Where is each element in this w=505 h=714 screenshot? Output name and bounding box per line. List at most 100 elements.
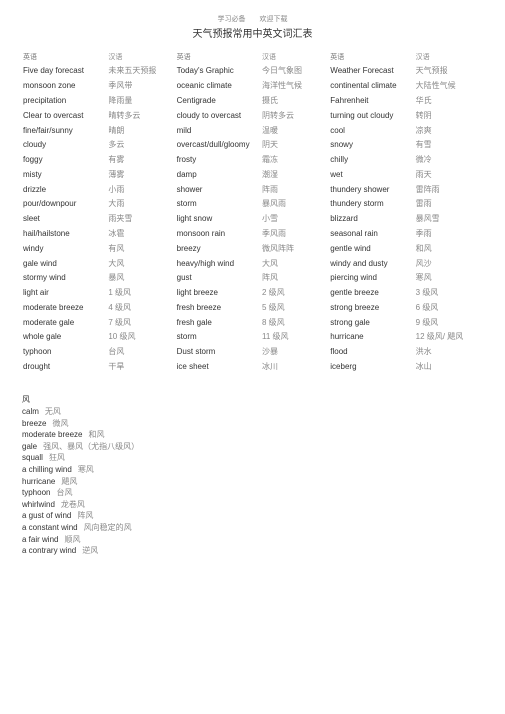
table-cell: light snow [176, 212, 261, 227]
table-cell: damp [176, 167, 261, 182]
table-cell: 干旱 [107, 360, 175, 375]
table-cell: 转阴 [415, 108, 483, 123]
table-cell: 摄氏 [261, 94, 329, 109]
table-row: misty薄雾damp潮湿wet雨天 [22, 167, 483, 182]
wind-item-en: gale [22, 442, 37, 451]
table-cell: strong breeze [329, 301, 414, 316]
table-cell: Five day forecast [22, 64, 107, 79]
table-cell: 季风带 [107, 79, 175, 94]
table-cell: 季雨 [415, 227, 483, 242]
table-cell: overcast/dull/gloomy [176, 138, 261, 153]
table-row: gale wind大风heavy/high wind大风windy and du… [22, 256, 483, 271]
table-cell: 雷雨 [415, 197, 483, 212]
wind-item-cn: 龙卷风 [61, 500, 85, 509]
table-cell: 8 级风 [261, 315, 329, 330]
wind-item-en: breeze [22, 419, 46, 428]
table-cell: shower [176, 182, 261, 197]
table-cell: 薄雾 [107, 167, 175, 182]
table-cell: 雨夹雪 [107, 212, 175, 227]
wind-item: squall 狂风 [22, 452, 483, 464]
wind-item-cn: 强风、暴风（尤指八级风） [43, 442, 139, 451]
wind-item-cn: 顺风 [64, 535, 80, 544]
table-cell: heavy/high wind [176, 256, 261, 271]
table-cell: 暴风雨 [261, 197, 329, 212]
table-cell: 暴风雪 [415, 212, 483, 227]
table-cell: fine/fair/sunny [22, 123, 107, 138]
table-cell: Centigrade [176, 94, 261, 109]
table-row: whole gale10 级风storm11 级风hurricane12 级风/… [22, 330, 483, 345]
wind-item: whirlwind龙卷风 [22, 499, 483, 511]
table-cell: 微风阵阵 [261, 241, 329, 256]
table-cell: turning out cloudy [329, 108, 414, 123]
table-cell: 阴转多云 [261, 108, 329, 123]
table-cell: 大雨 [107, 197, 175, 212]
table-cell: 天气预报 [415, 64, 483, 79]
wind-item-en: a contrary wind [22, 546, 76, 555]
table-cell: 阵雨 [261, 182, 329, 197]
table-cell: precipitation [22, 94, 107, 109]
wind-item-cn: 和风 [88, 430, 104, 439]
table-cell: 华氏 [415, 94, 483, 109]
table-cell: 雨天 [415, 167, 483, 182]
wind-item: gale 强风、暴风（尤指八级风） [22, 441, 483, 453]
table-header-cell: 英语 [176, 50, 261, 64]
table-row: hail/hailstone冰雹monsoon rain季风雨seasonal … [22, 227, 483, 242]
table-cell: 1 级风 [107, 286, 175, 301]
table-cell: 4 级风 [107, 301, 175, 316]
table-cell: 10 级风 [107, 330, 175, 345]
table-cell: 霜冻 [261, 153, 329, 168]
table-cell: 小雨 [107, 182, 175, 197]
table-row: precipitation降雨量Centigrade摄氏Fahrenheit华氏 [22, 94, 483, 109]
table-header-cell: 汉语 [107, 50, 175, 64]
table-cell: chilly [329, 153, 414, 168]
wind-section-title: 风 [22, 394, 483, 406]
table-cell: windy [22, 241, 107, 256]
table-cell: iceberg [329, 360, 414, 375]
table-cell: whole gale [22, 330, 107, 345]
vocab-table: 英语汉语英语汉语英语汉语 Five day forecast未来五天预报Toda… [22, 50, 483, 374]
wind-item: hurricane飓风 [22, 476, 483, 488]
table-cell: 冰雹 [107, 227, 175, 242]
wind-item-en: moderate breeze [22, 430, 82, 439]
table-cell: windy and dusty [329, 256, 414, 271]
table-cell: 多云 [107, 138, 175, 153]
wind-item: a fair wind顺风 [22, 534, 483, 546]
table-row: fine/fair/sunny晴朗mild温暖cool凉爽 [22, 123, 483, 138]
table-cell: gust [176, 271, 261, 286]
wind-item-cn: 逆风 [82, 546, 98, 555]
table-cell: piercing wind [329, 271, 414, 286]
table-cell: 7 级风 [107, 315, 175, 330]
table-cell: stormy wind [22, 271, 107, 286]
wind-list: calm无风breeze微风moderate breeze和风gale强风、暴风… [22, 406, 483, 557]
table-row: moderate gale7 级风fresh gale8 级风strong ga… [22, 315, 483, 330]
table-cell: 11 级风 [261, 330, 329, 345]
table-cell: cloudy [22, 138, 107, 153]
wind-item-en: squall [22, 453, 43, 462]
table-cell: 暴风 [107, 271, 175, 286]
table-cell: 沙暴 [261, 345, 329, 360]
wind-item-cn: 台风 [56, 488, 72, 497]
table-cell: storm [176, 197, 261, 212]
table-cell: Clear to overcast [22, 108, 107, 123]
wind-item: a chilling wind寒风 [22, 464, 483, 476]
wind-item: a gust of wind阵风 [22, 510, 483, 522]
table-row: pour/downpour大雨storm暴风雨thundery storm雷雨 [22, 197, 483, 212]
table-cell: wet [329, 167, 414, 182]
table-cell: 大风 [261, 256, 329, 271]
wind-item-en: a gust of wind [22, 511, 71, 520]
table-cell: 5 级风 [261, 301, 329, 316]
table-cell: 今日气象图 [261, 64, 329, 79]
header-top-text: 学习必备 欢迎下载 [22, 14, 483, 24]
table-cell: hurricane [329, 330, 414, 345]
table-cell: 温暖 [261, 123, 329, 138]
table-cell: moderate gale [22, 315, 107, 330]
table-cell: 2 级风 [261, 286, 329, 301]
table-cell: 风沙 [415, 256, 483, 271]
table-cell: fresh gale [176, 315, 261, 330]
table-cell: hail/hailstone [22, 227, 107, 242]
table-cell: 晴朗 [107, 123, 175, 138]
wind-item-cn: 狂风 [49, 453, 65, 462]
page-title: 天气预报常用中英文词汇表 [22, 25, 483, 40]
table-cell: Weather Forecast [329, 64, 414, 79]
table-cell: pour/downpour [22, 197, 107, 212]
